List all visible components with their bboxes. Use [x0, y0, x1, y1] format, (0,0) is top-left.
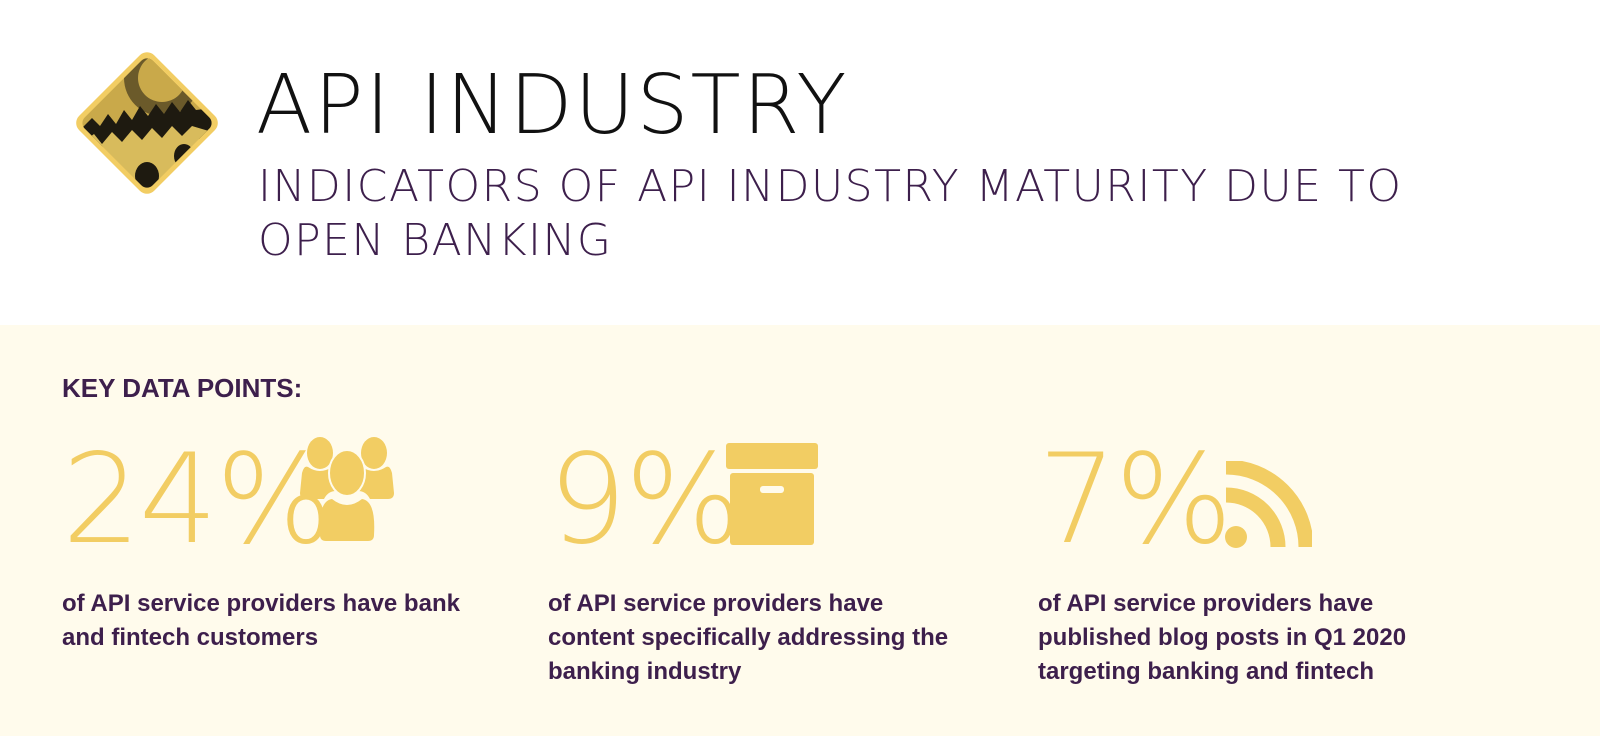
stat-value: 7%: [1038, 428, 1233, 572]
key-data-section: KEY DATA POINTS: 24% of API service prov…: [0, 325, 1600, 736]
section-heading: KEY DATA POINTS:: [62, 373, 303, 403]
stat-description: of API service providers have content sp…: [548, 590, 949, 685]
page-subtitle: INDICATORS OF API INDUSTRY MATURITY DUE …: [258, 161, 1403, 266]
stat-card: 7% of API service providers have publish…: [1038, 428, 1478, 685]
stat-value: 24%: [62, 428, 334, 572]
stat-card: 9% of API service providers have content…: [548, 428, 988, 685]
archive-box-icon: [726, 443, 818, 545]
stat-card: 24% of API service providers have bank a…: [62, 428, 502, 651]
rss-feed-icon: [1225, 461, 1312, 548]
page-title: API INDUSTRY: [256, 58, 849, 153]
header: API INDUSTRY INDICATORS OF API INDUSTRY …: [0, 0, 1600, 325]
stat-description: of API service providers have published …: [1038, 590, 1407, 685]
gears-diamond-icon: [76, 52, 218, 194]
users-group-icon: [300, 437, 394, 541]
stat-value: 9%: [548, 428, 743, 572]
stat-description: of API service providers have bank and f…: [62, 590, 460, 651]
